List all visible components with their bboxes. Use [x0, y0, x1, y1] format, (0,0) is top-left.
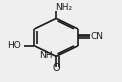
Text: O: O	[52, 63, 60, 73]
Text: NH₂: NH₂	[55, 3, 72, 12]
Text: HO: HO	[7, 41, 21, 50]
Text: NH: NH	[39, 51, 52, 60]
Text: CN: CN	[91, 32, 104, 41]
